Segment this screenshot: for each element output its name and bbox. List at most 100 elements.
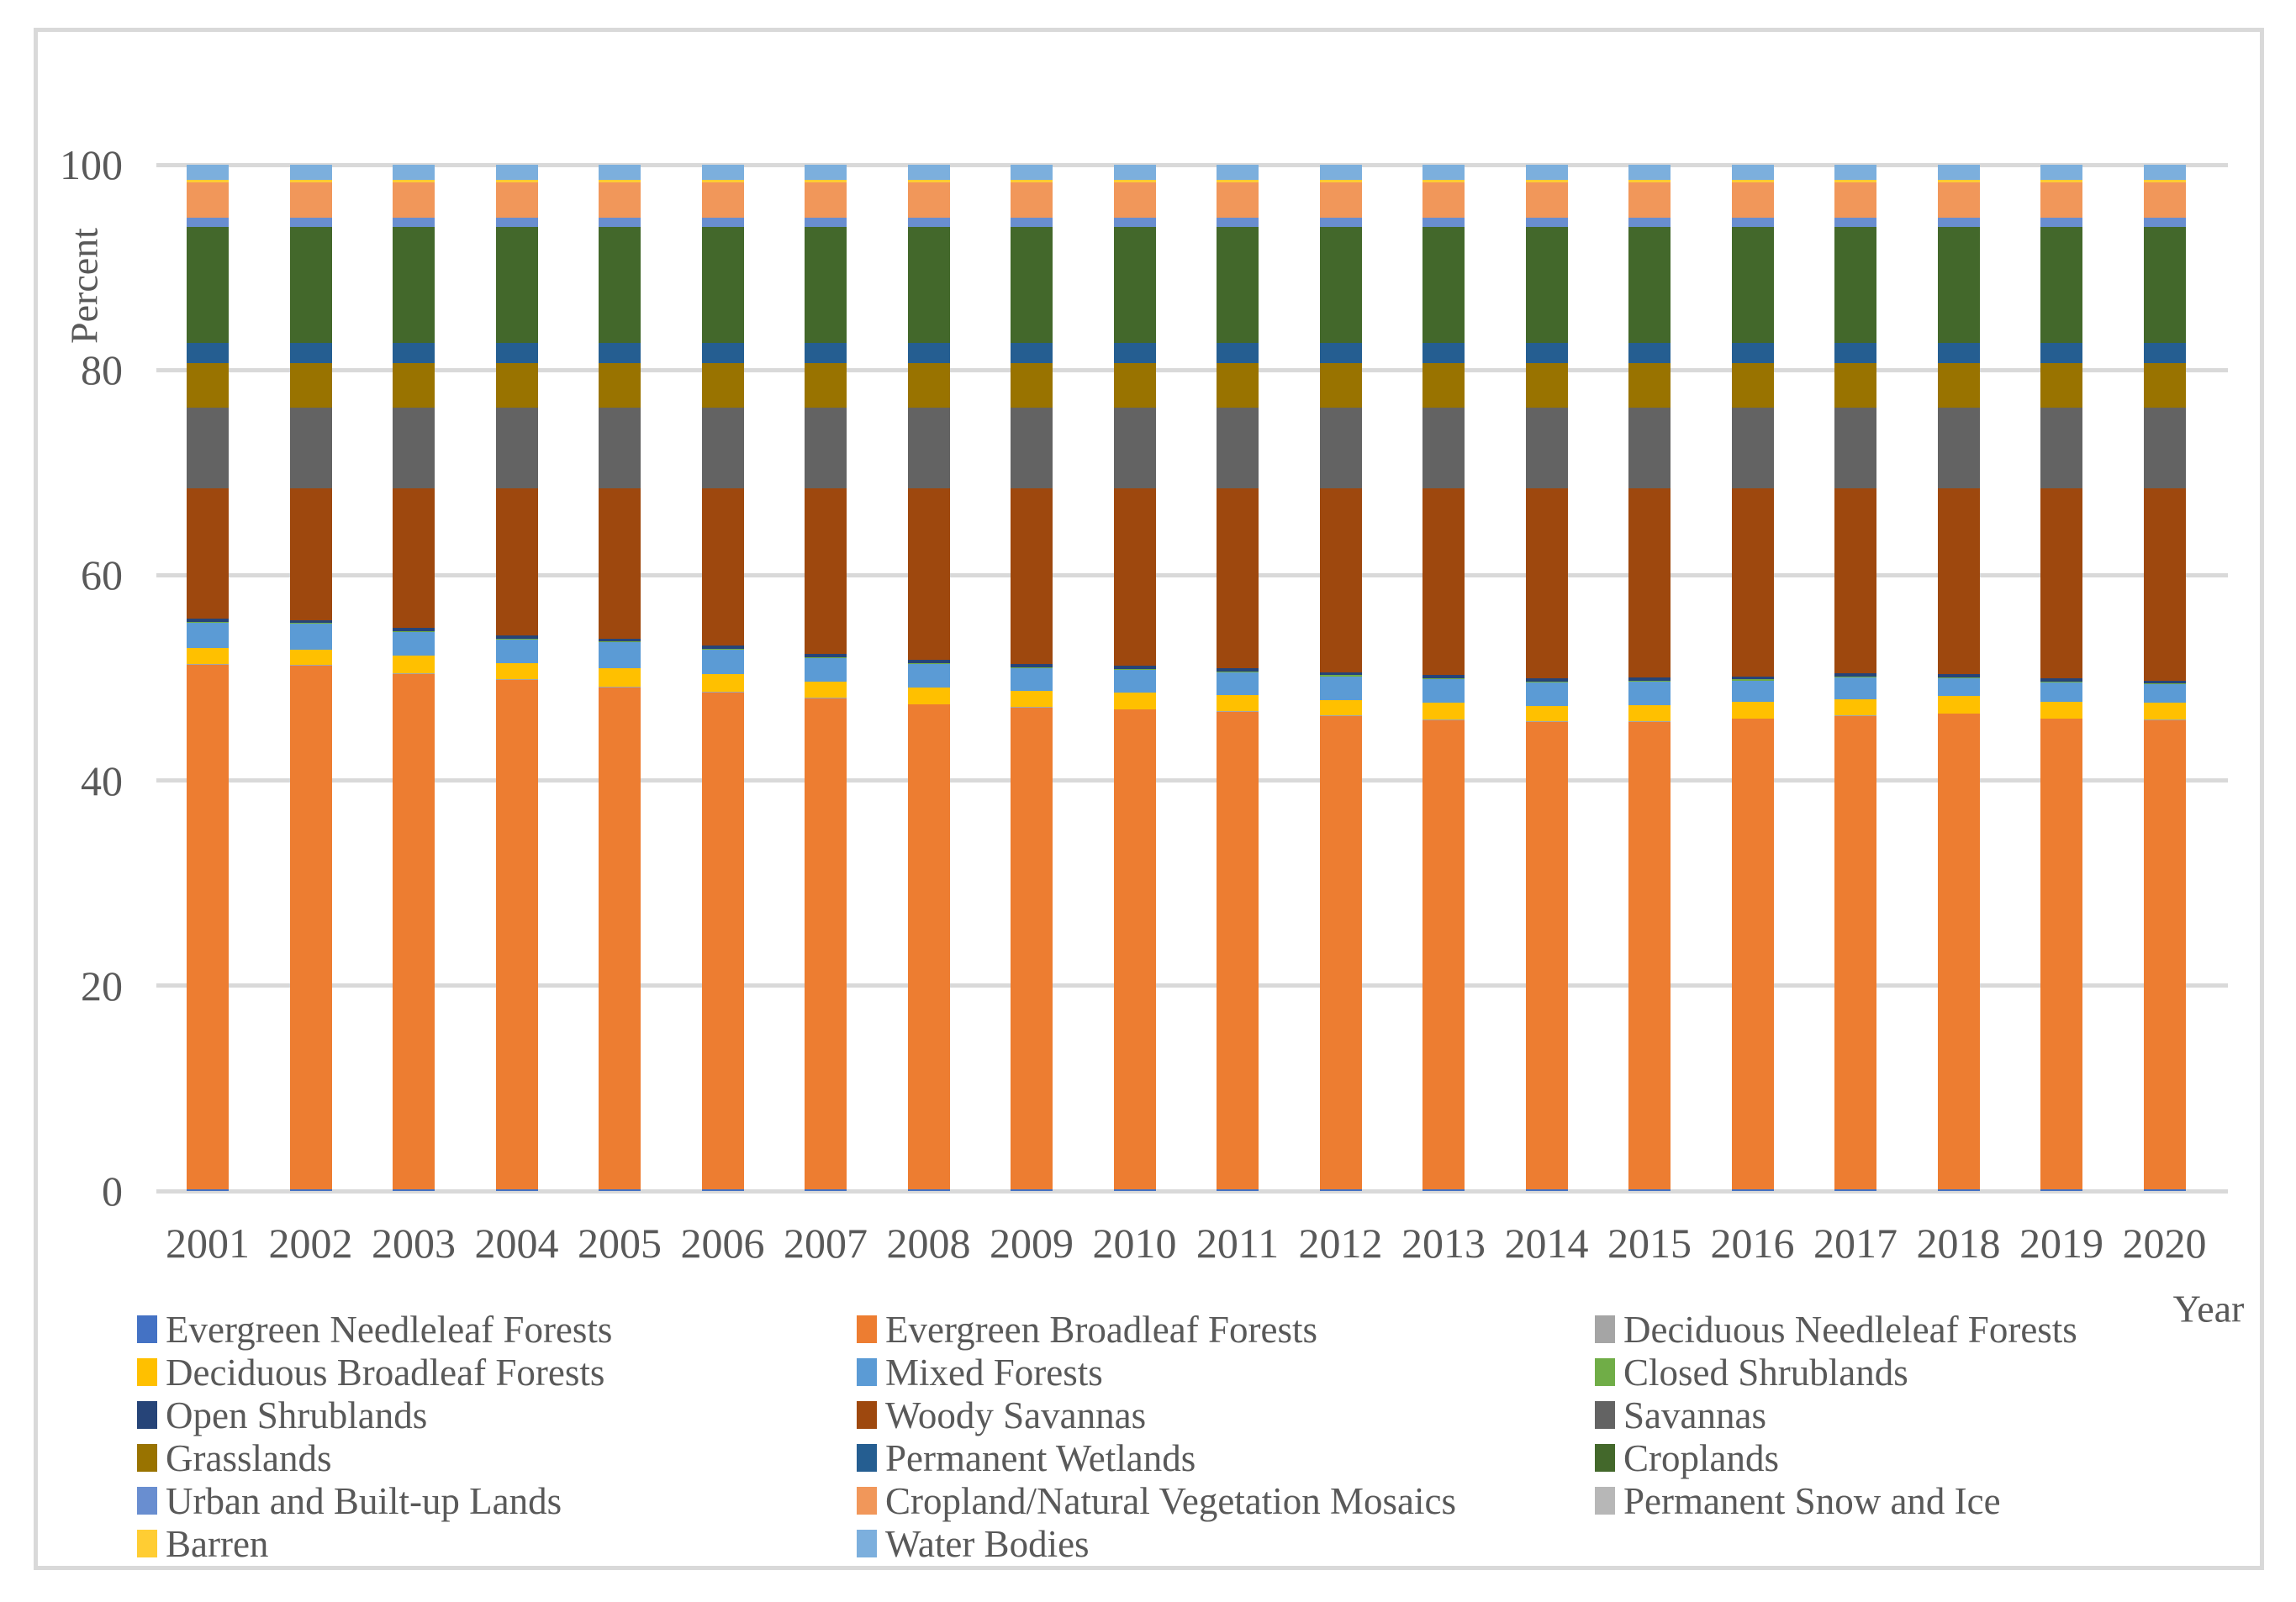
bar-segment-deciduous-broadleaf-forests [2143,703,2186,719]
y-tick-label-60: 60 [81,551,123,599]
bar-segment-urban-and-built-up-lands [495,217,538,227]
bar-segment-evergreen-broadleaf-forests [1113,709,1156,1189]
bar-segment-water-bodies [1731,165,1774,181]
bar-segment-water-bodies [1422,165,1465,181]
x-tick-label-2010: 2010 [1092,1220,1177,1267]
bar-segment-barren [495,180,538,182]
bar-segment-evergreen-broadleaf-forests [1011,707,1053,1189]
legend-label: Permanent Wetlands [885,1436,1196,1479]
legend-swatch-icon [857,1444,877,1472]
bar-segment-grasslands [1422,363,1465,408]
legend-swatch-icon [137,1487,157,1515]
legend-swatch-icon [857,1487,877,1515]
bar-segment-croplands [1217,226,1259,343]
x-tick-label-2004: 2004 [474,1220,559,1267]
bar-segment-deciduous-broadleaf-forests [2040,702,2082,719]
bar-segment-permanent-snow-and-ice [907,182,950,183]
bar-segment-grasslands [1834,363,1876,408]
bar-segment-woody-savannas [2143,488,2186,681]
bar-segment-deciduous-needleleaf-forests [2143,719,2186,720]
bar-segment-mixed-forests [1525,682,1568,707]
bar-segment-deciduous-broadleaf-forests [1217,694,1259,712]
bar-segment-deciduous-broadleaf-forests [1011,690,1053,708]
bar-segment-woody-savannas [289,488,332,620]
bar-segment-croplands [1731,226,1774,343]
bar-segment-deciduous-broadleaf-forests [393,656,435,674]
bar-segment-cropland-natural-vegetation-mosaics [1731,182,1774,218]
bar-segment-evergreen-needleleaf-forests [1731,1188,1774,1191]
bar-segment-open-shrublands [393,628,435,631]
legend-swatch-icon [137,1358,157,1386]
bar-segment-permanent-wetlands [599,342,641,364]
stacked-bar-2007 [805,165,847,1191]
bar-segment-mixed-forests [2143,684,2186,704]
bar-segment-croplands [1422,226,1465,343]
stacked-bar-2010 [1113,165,1156,1191]
stacked-bar-2003 [393,165,435,1191]
bar-segment-evergreen-needleleaf-forests [1628,1188,1671,1191]
bar-segment-barren [1731,180,1774,182]
bar-segment-woody-savannas [2040,488,2082,679]
bar-segment-mixed-forests [1319,676,1362,700]
bar-segment-savannas [1217,407,1259,489]
bar-segment-mixed-forests [1113,670,1156,693]
bar-segment-woody-savannas [1319,488,1362,672]
bar-segment-grasslands [1937,363,1980,408]
bar-segment-croplands [1319,226,1362,343]
bar-segment-evergreen-broadleaf-forests [393,673,435,1189]
bar-segment-croplands [1628,226,1671,343]
bar-segment-open-shrublands [805,653,847,657]
y-axis-title: Percent [62,228,106,344]
x-tick-label-2019: 2019 [2019,1220,2103,1267]
bar-segment-cropland-natural-vegetation-mosaics [393,182,435,218]
legend-label: Deciduous Broadleaf Forests [166,1351,605,1394]
bar-segment-permanent-wetlands [2040,342,2082,364]
legend-label: Savannas [1623,1394,1766,1436]
bar-segment-open-shrublands [187,619,229,622]
bar-segment-permanent-wetlands [805,342,847,364]
bar-segment-evergreen-broadleaf-forests [1319,715,1362,1189]
bar-segment-open-shrublands [1628,677,1671,681]
x-tick-label-2001: 2001 [166,1220,250,1267]
bar-segment-deciduous-needleleaf-forests [1217,711,1259,712]
bar-segment-savannas [1011,407,1053,489]
bar-segment-mixed-forests [1011,667,1053,691]
bar-segment-open-shrublands [289,619,332,624]
bar-segment-deciduous-needleleaf-forests [1113,709,1156,710]
bar-segment-deciduous-broadleaf-forests [1731,702,1774,719]
x-tick-label-2014: 2014 [1504,1220,1589,1267]
legend-swatch-icon [857,1530,877,1557]
bar-segment-deciduous-needleleaf-forests [599,686,641,688]
bar-segment-evergreen-broadleaf-forests [495,679,538,1189]
bar-segment-open-shrublands [1319,672,1362,676]
bar-segment-open-shrublands [599,638,641,642]
bar-segment-woody-savannas [907,488,950,661]
bar-segment-permanent-snow-and-ice [599,182,641,183]
bar-segment-deciduous-broadleaf-forests [701,674,744,692]
bar-segment-mixed-forests [393,632,435,656]
legend-swatch-icon [137,1530,157,1557]
bar-segment-croplands [1937,226,1980,343]
bar-segment-savannas [1113,407,1156,489]
bar-segment-cropland-natural-vegetation-mosaics [1011,182,1053,218]
bar-segment-deciduous-needleleaf-forests [1422,719,1465,720]
x-tick-label-2013: 2013 [1401,1220,1486,1267]
bar-segment-deciduous-broadleaf-forests [289,649,332,666]
bar-segment-mixed-forests [599,642,641,668]
stacked-bar-2020 [2143,165,2186,1191]
bar-segment-open-shrublands [701,646,744,649]
bar-segment-mixed-forests [1422,679,1465,704]
bar-segment-evergreen-needleleaf-forests [495,1188,538,1191]
bar-segment-woody-savannas [1525,488,1568,679]
bar-segment-savannas [1628,407,1671,489]
bar-segment-evergreen-broadleaf-forests [187,664,229,1189]
bar-segment-permanent-snow-and-ice [1731,182,1774,183]
bar-segment-barren [1319,180,1362,182]
bar-segment-urban-and-built-up-lands [907,217,950,227]
legend-label: Mixed Forests [885,1351,1103,1394]
bar-segment-barren [1217,180,1259,182]
bar-segment-barren [2040,180,2082,182]
bar-segment-woody-savannas [393,488,435,629]
bar-segment-evergreen-needleleaf-forests [1011,1188,1053,1191]
bar-segment-croplands [1113,226,1156,343]
